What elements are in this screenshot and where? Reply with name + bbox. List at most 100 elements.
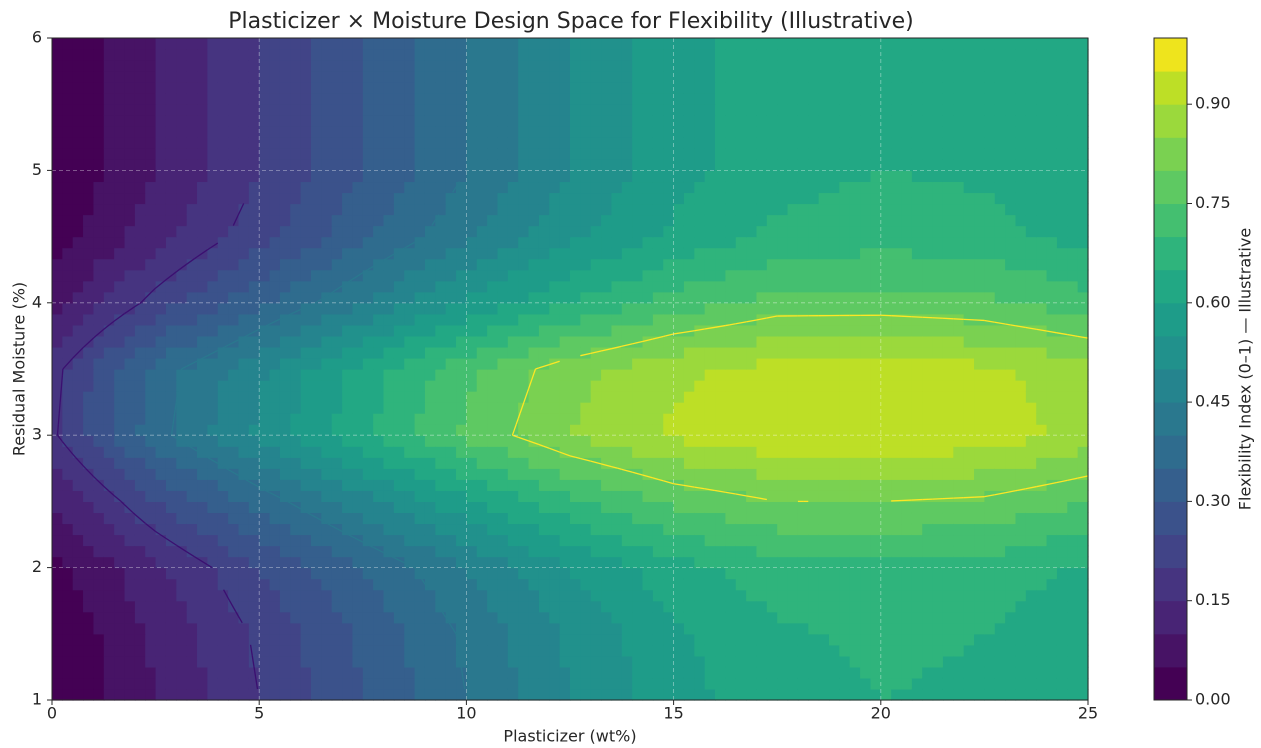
cell-part	[974, 324, 985, 337]
cell-part	[331, 512, 343, 525]
cell-part	[1046, 666, 1058, 679]
cell-part	[808, 578, 820, 591]
cell-part	[849, 225, 861, 238]
cell-part	[228, 435, 240, 447]
cell-part	[673, 589, 685, 602]
cell-part	[1005, 391, 1017, 403]
cell-part	[414, 523, 426, 536]
cell-part	[808, 556, 820, 569]
cell-part	[787, 357, 799, 370]
cell-part	[570, 170, 581, 183]
cell-part	[942, 556, 954, 569]
cell-part	[580, 236, 592, 249]
cell-part	[352, 302, 364, 315]
cell-part	[1077, 369, 1089, 381]
cell-part	[932, 424, 944, 436]
cell-part	[362, 203, 374, 216]
cell-part	[342, 391, 354, 403]
cell-part	[549, 633, 561, 646]
cell-part	[766, 203, 778, 216]
cell-part	[414, 666, 426, 679]
cell-part	[808, 600, 820, 613]
cell-part	[114, 126, 126, 138]
cell-part	[725, 567, 737, 580]
cell-part	[932, 567, 944, 580]
cell-part	[849, 192, 861, 205]
cell-part	[217, 479, 229, 491]
cell-part	[186, 677, 198, 690]
cell-part	[590, 313, 602, 326]
cell-part	[342, 181, 354, 194]
cell-part	[632, 589, 644, 602]
cell-part	[787, 578, 799, 591]
cell-part	[197, 236, 208, 249]
cell-part	[52, 479, 63, 491]
cell-part	[715, 313, 726, 326]
cell-part	[559, 369, 571, 381]
cell-part	[1077, 391, 1089, 403]
cell-part	[601, 600, 613, 613]
cell-part	[445, 545, 457, 558]
cell-part	[259, 335, 271, 348]
cell-part	[155, 578, 167, 591]
cell-part	[797, 402, 809, 414]
cell-part	[1046, 258, 1058, 271]
cell-part	[891, 578, 903, 591]
cell-part	[829, 413, 840, 425]
cell-part	[797, 346, 809, 359]
cell	[777, 567, 882, 635]
cell-part	[165, 225, 177, 238]
cell-part	[683, 335, 695, 348]
cell-part	[93, 192, 105, 205]
cell-part	[269, 236, 281, 249]
cell-part	[601, 633, 613, 646]
cell-part	[632, 611, 644, 624]
cell-part	[839, 600, 851, 613]
cell-part	[487, 622, 499, 635]
cell-part	[248, 170, 260, 183]
cell-part	[787, 280, 799, 293]
cell-part	[777, 666, 789, 679]
cell-part	[891, 247, 903, 260]
cell-part	[238, 170, 250, 183]
cell-part	[797, 258, 809, 271]
cell-part	[103, 435, 115, 447]
cell-part	[269, 214, 281, 227]
cell-part	[777, 391, 789, 403]
cell-part	[197, 291, 208, 304]
cell-part	[1046, 655, 1058, 668]
cell-part	[1077, 192, 1089, 205]
cell	[466, 302, 571, 370]
cell-part	[497, 446, 509, 458]
cell-part	[818, 468, 830, 480]
cell-part	[704, 335, 716, 348]
cell-part	[932, 611, 944, 624]
cell-part	[829, 335, 840, 348]
cell-part	[518, 258, 530, 271]
cell	[777, 501, 882, 569]
cell-part	[932, 170, 944, 183]
cell-part	[974, 269, 985, 282]
cell-part	[165, 170, 177, 183]
cell-part	[725, 214, 737, 227]
cell-part	[290, 357, 302, 370]
cell-part	[953, 468, 965, 480]
cell-part	[393, 258, 405, 271]
cell-part	[642, 501, 654, 514]
cell-part	[352, 688, 364, 701]
cell-part	[880, 633, 892, 646]
cell-part	[994, 479, 1006, 491]
cell-part	[1077, 468, 1089, 480]
cell-part	[694, 302, 706, 315]
cell-part	[570, 291, 581, 304]
cell-part	[145, 424, 157, 436]
cell-part	[704, 214, 716, 227]
cell-part	[176, 225, 188, 238]
cell-part	[1077, 688, 1089, 701]
cell-part	[279, 567, 291, 580]
cell-part	[621, 468, 633, 480]
cell-part	[673, 435, 685, 447]
cell-part	[580, 291, 592, 304]
cell-part	[197, 137, 208, 149]
cell-part	[621, 501, 633, 514]
